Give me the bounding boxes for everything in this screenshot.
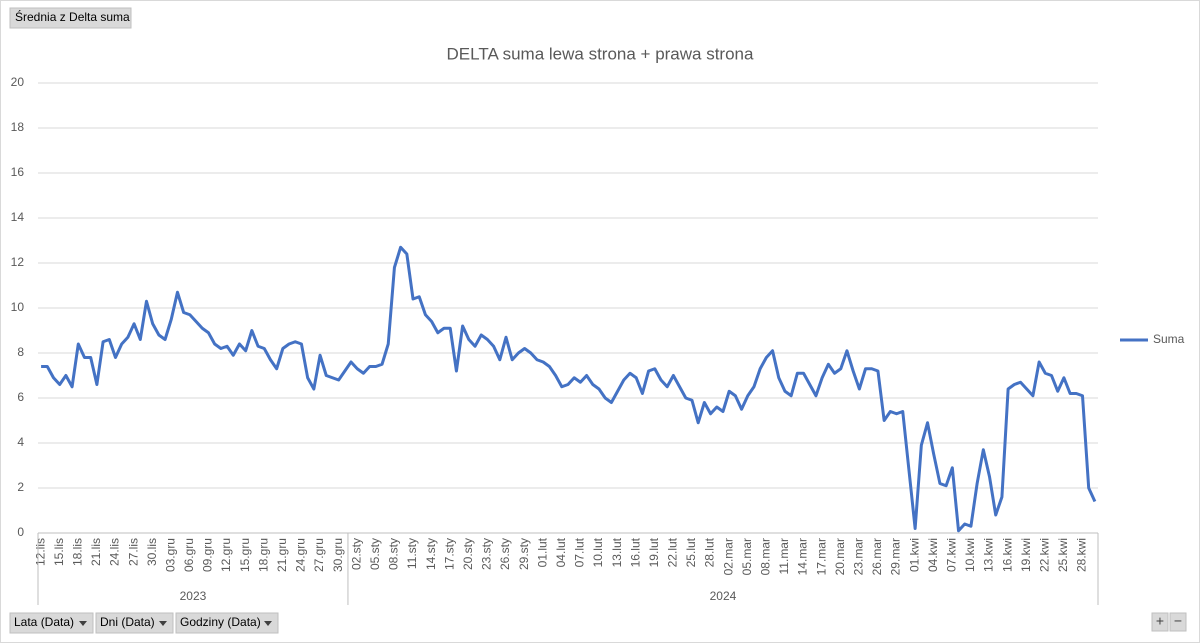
x-tick-label: 20.sty [461,538,475,570]
data-line [41,245,1097,533]
x-tick-label: 29.mar [889,538,903,575]
x-tick-label: 07.lut [573,537,587,567]
dropdown-arrow [79,621,87,626]
zoom-button[interactable]: + [1151,612,1169,632]
chart-title: DELTA suma lewa strona + prawa strona [447,44,754,63]
x-tick-label: 22.lut [666,537,680,567]
y-tick-label: 10 [11,300,25,314]
x-tick-label: 25.kwi [1056,538,1070,572]
year-label: 2023 [180,589,207,603]
button-bg [1151,612,1169,632]
x-tick-label: 12.lis [33,538,47,566]
button-bg [95,612,174,634]
x-tick-label: 30.lis [145,538,159,566]
x-tick-label: 04.lut [554,537,568,567]
year-label: 2024 [710,589,737,603]
x-tick-label: 26.mar [870,538,884,575]
x-tick-label: 25.lut [684,537,698,567]
x-tick-label: 18.gru [256,538,270,572]
button-bg [9,612,94,634]
x-tick-label: 13.kwi [982,538,996,572]
y-tick-label: 4 [17,435,24,449]
dropdown-arrow [159,621,167,626]
x-tick-label: 16.lut [628,537,642,567]
button-label: + [1156,613,1164,629]
x-tick-label: 19.lut [647,537,661,567]
x-tick-label: 30.gru [331,538,345,572]
value-field-button[interactable]: Średnia z Delta suma [9,7,132,29]
dropdown-arrow [264,621,272,626]
x-tick-label: 28.kwi [1075,538,1089,572]
axis-field-button[interactable]: Godziny (Data) [175,612,279,634]
x-tick-label: 13.lut [610,537,624,567]
x-tick-label: 14.sty [424,538,438,570]
x-tick-label: 23.sty [480,538,494,570]
x-tick-label: 24.lis [108,538,122,566]
x-tick-label: 27.gru [312,538,326,572]
x-tick-label: 15.lis [52,538,66,566]
button-label: Średnia z Delta suma [15,9,130,24]
x-tick-label: 17.sty [442,538,456,570]
x-tick-label: 14.mar [796,538,810,575]
x-tick-label: 01.kwi [907,538,921,572]
x-tick-label: 22.kwi [1037,538,1051,572]
x-tick-label: 21.lis [89,538,103,566]
x-tick-label: 16.kwi [1000,538,1014,572]
y-tick-label: 14 [11,210,25,224]
x-tick-label: 11.mar [777,538,791,574]
x-tick-label: 06.gru [182,538,196,572]
button-label: Godziny (Data) [180,615,261,629]
x-tick-label: 05.sty [368,538,382,570]
button-label: Lata (Data) [14,615,74,629]
x-tick-label: 04.kwi [926,538,940,572]
axis-field-button[interactable]: Lata (Data) [9,612,94,634]
x-tick-label: 08.mar [759,538,773,575]
x-tick-label: 11.sty [405,538,419,569]
button-bg [1169,612,1187,632]
axis-field-button[interactable]: Dni (Data) [95,612,174,634]
y-tick-label: 12 [11,255,25,269]
x-tick-label: 02.mar [721,538,735,575]
x-tick-label: 23.mar [852,538,866,575]
x-tick-label: 27.lis [126,538,140,566]
x-tick-label: 20.mar [833,538,847,575]
button-bg [175,612,279,634]
y-tick-label: 2 [17,480,24,494]
y-tick-label: 20 [11,75,25,89]
button-bg [9,7,132,29]
x-tick-label: 07.kwi [944,538,958,572]
x-tick-label: 18.lis [70,538,84,566]
y-tick-label: 18 [11,120,25,134]
button-label: Dni (Data) [100,615,155,629]
button-label: − [1174,613,1182,629]
y-tick-label: 16 [11,165,25,179]
x-tick-label: 10.lut [591,537,605,567]
x-tick-label: 15.gru [238,538,252,572]
zoom-button[interactable]: − [1169,612,1187,632]
x-tick-label: 08.sty [387,538,401,570]
x-tick-label: 28.lut [703,537,717,567]
x-tick-label: 05.mar [740,538,754,575]
legend-label: Suma [1153,332,1185,346]
x-tick-label: 09.gru [201,538,215,572]
y-tick-label: 0 [17,525,24,539]
x-tick-label: 03.gru [163,538,177,572]
x-tick-label: 02.sty [349,538,363,570]
x-tick-label: 21.gru [275,538,289,572]
x-tick-label: 19.kwi [1019,538,1033,572]
x-tick-label: 01.lut [535,537,549,567]
x-tick-label: 12.gru [219,538,233,572]
x-tick-label: 24.gru [294,538,308,572]
x-tick-label: 17.mar [814,538,828,575]
x-tick-label: 26.sty [498,538,512,570]
y-tick-label: 6 [17,390,24,404]
x-tick-label: 10.kwi [963,538,977,572]
x-tick-label: 29.sty [517,538,531,570]
y-tick-label: 8 [17,345,24,359]
